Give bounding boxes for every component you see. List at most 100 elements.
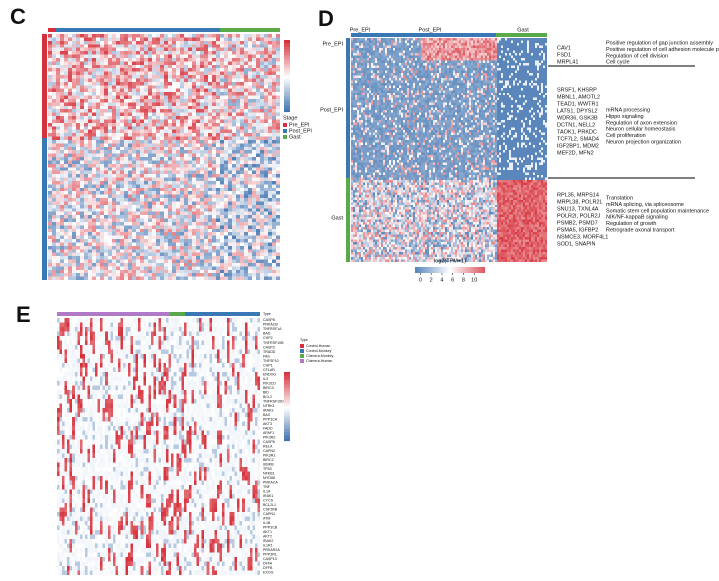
heatmap-cell [140, 136, 145, 140]
heatmap-cell [108, 95, 113, 99]
heatmap-cell [220, 139, 225, 144]
heatmap-cell [268, 126, 273, 130]
heatmap-cell [68, 34, 73, 38]
heatmap-cell [56, 249, 61, 253]
heatmap-cell [88, 225, 93, 229]
heatmap-cell [188, 119, 193, 123]
heatmap-cell [224, 262, 229, 267]
heatmap-cell [513, 52, 516, 56]
heatmap-cell [80, 139, 85, 144]
heatmap-cell [120, 126, 125, 130]
heatmap-cell [409, 50, 412, 53]
heatmap-cell [228, 211, 233, 216]
heatmap-cell [72, 249, 77, 253]
heatmap-cell [236, 153, 241, 158]
heatmap-cell [252, 157, 257, 161]
heatmap-cell [531, 45, 534, 49]
heatmap-cell [144, 129, 149, 134]
heatmap-cell [248, 126, 253, 130]
heatmap-cell [48, 44, 53, 48]
heatmap-cell [84, 262, 89, 267]
heatmap-cell [136, 184, 141, 188]
heatmap-cell [88, 259, 93, 263]
heatmap-cell [252, 109, 257, 113]
heatmap-cell [515, 40, 518, 44]
heatmap-cell [132, 116, 137, 120]
heatmap-cell [264, 167, 269, 171]
heatmap-cell [140, 262, 145, 267]
heatmap-cell [260, 249, 265, 253]
heatmap-cell [276, 81, 281, 86]
heatmap-cell [100, 85, 105, 89]
heatmap-cell [232, 37, 237, 41]
heatmap-cell [252, 143, 257, 147]
heatmap-cell [252, 204, 257, 209]
heatmap-cell [192, 221, 197, 226]
heatmap-cell [144, 122, 149, 127]
heatmap-cell [48, 37, 53, 41]
heatmap-cell [152, 256, 157, 260]
heatmap-cell [467, 47, 470, 51]
heatmap-cell [172, 259, 177, 263]
heatmap-cell [168, 109, 173, 113]
heatmap-cell [268, 177, 273, 181]
heatmap-cell [48, 139, 53, 144]
heatmap-cell [156, 136, 161, 140]
heatmap-cell [156, 61, 161, 65]
heatmap-cell [168, 57, 173, 62]
heatmap-cell [212, 218, 217, 222]
heatmap-cell [100, 143, 105, 147]
heatmap-cell [407, 45, 410, 49]
heatmap-cell [216, 259, 221, 263]
heatmap-cell [60, 136, 65, 140]
heatmap-cell [216, 37, 221, 41]
heatmap-cell [248, 194, 253, 199]
heatmap-cell [264, 150, 269, 154]
heatmap-cell [88, 208, 93, 212]
heatmap-cell [236, 95, 241, 99]
heatmap-cell [140, 116, 145, 120]
heatmap-cell [268, 211, 273, 216]
heatmap-cell [148, 266, 153, 270]
heatmap-cell [68, 211, 73, 216]
heatmap-cell [260, 194, 265, 199]
heatmap-cell [156, 167, 161, 171]
heatmap-cell [148, 163, 153, 168]
heatmap-cell [72, 269, 77, 274]
heatmap-cell [228, 119, 233, 123]
heatmap-cell [212, 157, 217, 161]
heatmap-cell [52, 177, 57, 181]
heatmap-cell [100, 47, 105, 52]
heatmap-cell [276, 85, 281, 89]
heatmap-cell [489, 45, 492, 49]
heatmap-cell [124, 112, 129, 117]
heatmap-cell [216, 102, 221, 106]
heatmap-cell [136, 71, 141, 76]
heatmap-cell [52, 81, 57, 86]
heatmap-cell [236, 146, 241, 151]
heatmap-cell [68, 269, 73, 274]
heatmap-cell [252, 119, 257, 123]
heatmap-cell [272, 252, 277, 257]
heatmap-cell [537, 55, 540, 58]
heatmap-cell [256, 146, 261, 151]
heatmap-cell [148, 88, 153, 93]
heatmap-cell [204, 221, 209, 226]
heatmap-cell [461, 55, 464, 58]
heatmap-cell [264, 47, 269, 52]
heatmap-cell [96, 68, 101, 72]
heatmap-cell [52, 184, 57, 188]
heatmap-cell [56, 51, 61, 55]
heatmap-cell [220, 44, 225, 48]
heatmap-cell [523, 52, 526, 56]
heatmap-cell [176, 273, 181, 277]
heatmap-cell [236, 64, 241, 69]
heatmap-cell [52, 98, 57, 103]
heatmap-cell [244, 249, 249, 253]
heatmap-cell [220, 204, 225, 209]
heatmap-cell [264, 122, 269, 127]
heatmap-cell [72, 242, 77, 246]
heatmap-cell [76, 201, 81, 205]
heatmap-cell [88, 71, 93, 76]
heatmap-cell [184, 146, 189, 151]
